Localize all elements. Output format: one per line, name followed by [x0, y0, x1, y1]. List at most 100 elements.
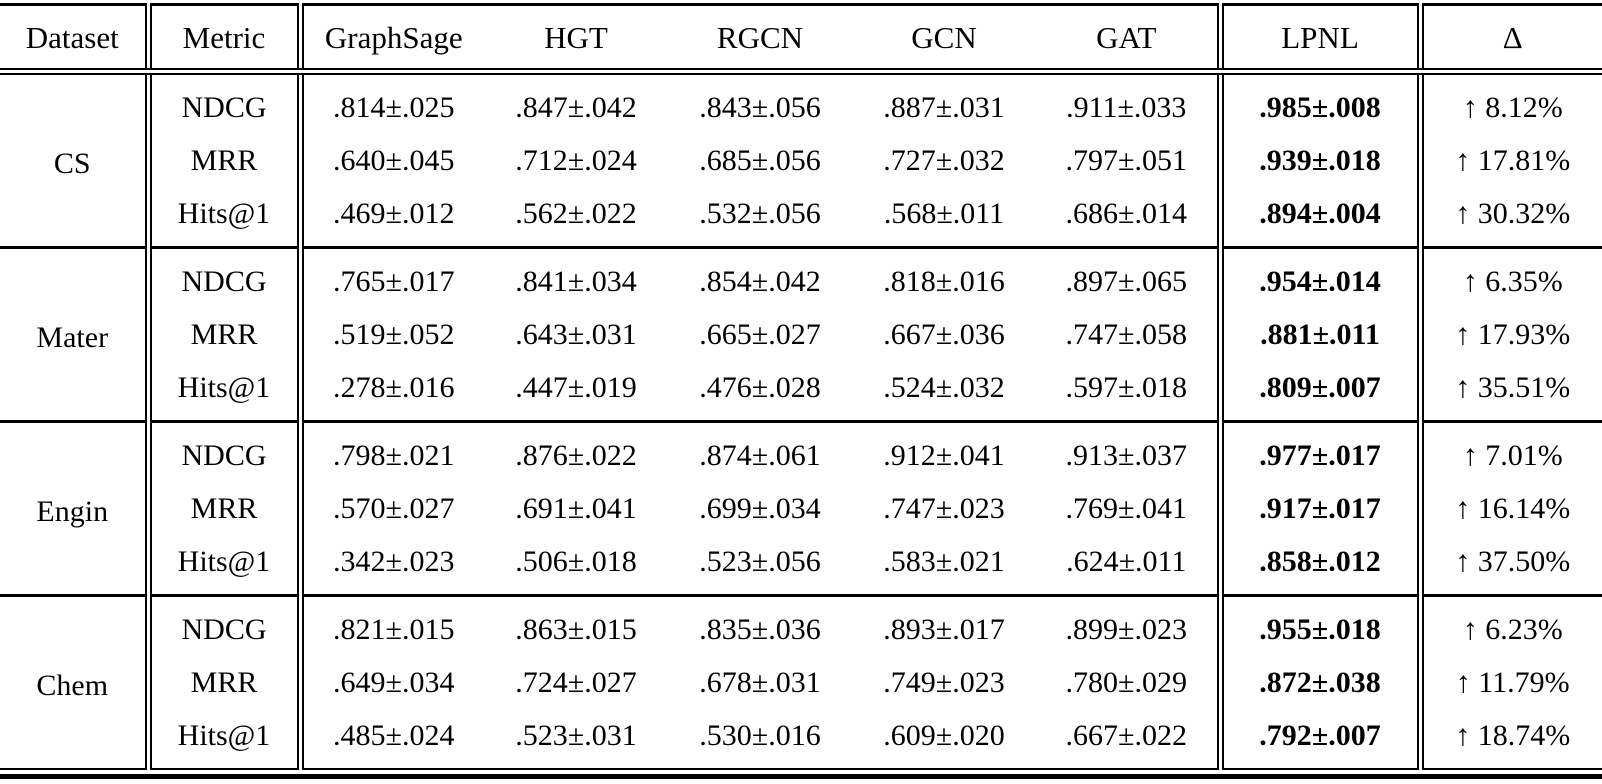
metric-value: .911±.033 — [1066, 91, 1187, 125]
metric-value: .797±.051 — [1065, 144, 1187, 178]
metric-value: .747±.023 — [883, 492, 1005, 526]
metric-label: NDCG — [144, 594, 300, 657]
metric-label: Hits@1 — [144, 187, 300, 248]
lpnl-value: .977±.017 — [1216, 420, 1420, 483]
metric-label: MRR — [144, 308, 300, 362]
metric-label: MRR — [144, 134, 300, 188]
metric-value: .667±.022 — [1065, 719, 1187, 753]
metric-value: .780±.029 — [1065, 666, 1187, 700]
metric-label: Hits@1 — [144, 361, 300, 422]
header-row: Dataset Metric GraphSage HGT RGCN GCN GA… — [0, 4, 1602, 76]
table-row: Hits@1.278±.016 .447±.019 .476±.028 .524±.0… — [0, 361, 1602, 422]
metric-value: .609±.020 — [883, 719, 1005, 753]
delta-value: ↑ 11.79% — [1416, 656, 1602, 710]
metric-value: .769±.041 — [1065, 492, 1187, 526]
metric-value: .912±.041 — [852, 420, 1036, 483]
delta-value: ↑ 7.01% — [1416, 420, 1602, 483]
metric-value: .524±.032 — [883, 371, 1005, 405]
metric-value: .765±.017 — [296, 246, 484, 309]
lpnl-value: .858±.012 — [1216, 535, 1420, 596]
metric-value: .749±.023 — [883, 666, 1005, 700]
table-row: MRR .649±.034 .724±.027 .678±.031 .749±.023.… — [0, 656, 1602, 710]
metric-value: .821±.015 — [296, 594, 484, 657]
lpnl-value: .954±.014 — [1216, 246, 1420, 309]
metric-value: .854±.042 — [668, 246, 852, 309]
metric-value: .469±.012 — [296, 187, 484, 248]
metric-value: .523±.031 — [515, 719, 637, 753]
metric-value: .624±.011 — [1066, 545, 1187, 579]
delta-value: ↑ 37.50% — [1416, 535, 1602, 596]
metric-value: .691±.041 — [515, 492, 637, 526]
metric-value: .342±.023 — [296, 535, 484, 596]
table-row: MRR .640±.045 .712±.024 .685±.056 .727±.032.… — [0, 134, 1602, 188]
metric-value: .532±.056 — [699, 197, 821, 231]
delta-value: ↑ 17.81% — [1416, 134, 1602, 188]
col-header-gcn: GCN — [852, 4, 1036, 76]
metric-value: .523±.056 — [699, 545, 821, 579]
lpnl-value: .792±.007 — [1216, 709, 1420, 770]
metric-value: .876±.022 — [484, 420, 668, 483]
lpnl-value: .985±.008 — [1216, 71, 1420, 135]
metric-value: .712±.024 — [515, 144, 637, 178]
metric-value: .843±.056 — [699, 91, 821, 125]
metric-value: .818±.016 — [852, 246, 1036, 309]
lpnl-value: .955±.018 — [1216, 594, 1420, 657]
table-row: Engin NDCG .798±.021.876±.022.874±.061.912… — [0, 420, 1602, 596]
table-row: MRR .519±.052 .643±.031 .665±.027 .667±.036.… — [0, 308, 1602, 362]
metric-value: .519±.052 — [296, 308, 484, 362]
metric-value: .278±.016 — [296, 361, 484, 422]
metric-value: .686±.014 — [1065, 197, 1187, 231]
metric-value: .841±.034 — [484, 246, 668, 309]
metric-label: Hits@1 — [144, 535, 300, 596]
metric-value: .863±.015 — [484, 594, 668, 657]
delta-value: ↑ 35.51% — [1416, 361, 1602, 422]
table-row: Hits@1.485±.024 .523±.031 .530±.016 .609±.0… — [0, 709, 1602, 770]
metric-label: NDCG — [144, 246, 300, 309]
metric-value: .678±.031 — [699, 666, 821, 700]
col-header-gat: GAT — [1036, 4, 1220, 76]
metric-value: .893±.017 — [852, 594, 1036, 657]
delta-value: ↑ 6.23% — [1416, 594, 1602, 657]
metric-value: .747±.058 — [1065, 318, 1187, 352]
bottom-rule — [0, 774, 1602, 780]
delta-value: ↑ 17.93% — [1416, 308, 1602, 362]
metric-value: .897±.065 — [1036, 246, 1220, 309]
lpnl-value: .917±.017 — [1216, 482, 1420, 536]
metric-value: .640±.045 — [296, 134, 484, 188]
metric-label: Hits@1 — [144, 709, 300, 770]
metric-label: MRR — [144, 482, 300, 536]
delta-value: ↑ 30.32% — [1416, 187, 1602, 248]
dataset-label: Engin — [0, 420, 148, 596]
table-row: Chem NDCG .821±.015.863±.015.835±.036.893±… — [0, 594, 1602, 770]
metric-label: MRR — [144, 656, 300, 710]
col-header-rgcn: RGCN — [668, 4, 852, 76]
metric-value: .476±.028 — [699, 371, 821, 405]
lpnl-value: .939±.018 — [1216, 134, 1420, 188]
metric-value: .847±.042 — [515, 91, 637, 125]
col-header-hgt: HGT — [484, 4, 668, 76]
metric-value: .530±.016 — [699, 719, 821, 753]
metric-value: .568±.011 — [883, 197, 1005, 231]
metric-value: .506±.018 — [515, 545, 637, 579]
metric-value: .667±.036 — [883, 318, 1005, 352]
table-body: CS NDCG .814±.025.847±.042.843±.056.887±.0… — [0, 71, 1602, 770]
metric-value: .724±.027 — [515, 666, 637, 700]
col-header-lpnl: LPNL — [1216, 4, 1420, 76]
results-table: Dataset Metric GraphSage HGT RGCN GCN GA… — [0, 3, 1602, 771]
metric-value: .798±.021 — [296, 420, 484, 483]
metric-value: .665±.027 — [699, 318, 821, 352]
metric-value: .699±.034 — [699, 492, 821, 526]
table-row: Hits@1.469±.012 .562±.022 .532±.056 .568±.0… — [0, 187, 1602, 248]
metric-value: .643±.031 — [515, 318, 637, 352]
metric-value: .913±.037 — [1036, 420, 1220, 483]
metric-value: .570±.027 — [296, 482, 484, 536]
table-row: CS NDCG .814±.025 .847±.042 .843±.056 .887±.0… — [0, 71, 1602, 180]
metric-label: NDCG — [144, 71, 300, 135]
metric-value: .562±.022 — [515, 197, 637, 231]
metric-value: .685±.056 — [699, 144, 821, 178]
metric-value: .649±.034 — [296, 656, 484, 710]
col-header-graphsage: GraphSage — [296, 4, 484, 76]
metric-value: .899±.023 — [1036, 594, 1220, 657]
table-row: Mater NDCG .765±.017.841±.034.854±.042.818… — [0, 246, 1602, 422]
